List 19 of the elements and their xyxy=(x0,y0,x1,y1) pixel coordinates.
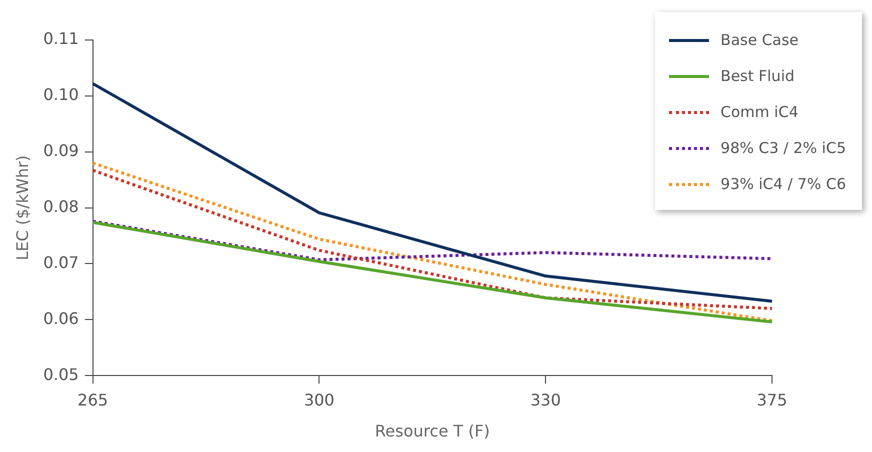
y-tick-label: 0.10 xyxy=(43,85,79,104)
x-axis-title: Resource T (F) xyxy=(374,422,490,441)
legend-label: 93% iC4 / 7% C6 xyxy=(720,175,846,193)
legend-label: Best Fluid xyxy=(720,67,795,85)
y-tick-label: 0.09 xyxy=(43,141,79,160)
y-tick-label: 0.07 xyxy=(43,252,79,272)
x-tick-label: 300 xyxy=(304,390,334,410)
x-tick-label: 375 xyxy=(756,390,788,410)
y-tick-label: 0.06 xyxy=(43,308,79,328)
legend-label: Base Case xyxy=(720,31,799,49)
line-series xyxy=(91,220,774,262)
legend-label: Comm iC4 xyxy=(720,103,798,121)
y-tick-label: 0.08 xyxy=(43,196,79,216)
x-tick-label: 265 xyxy=(78,390,108,410)
x-tick-label: 330 xyxy=(530,390,561,410)
y-axis-title: LEC ($/kWhr) xyxy=(12,155,32,260)
legend-label: 98% C3 / 2% iC5 xyxy=(720,139,846,157)
y-tick-label: 0.11 xyxy=(43,29,79,48)
y-tick-label: 0.05 xyxy=(43,364,79,384)
